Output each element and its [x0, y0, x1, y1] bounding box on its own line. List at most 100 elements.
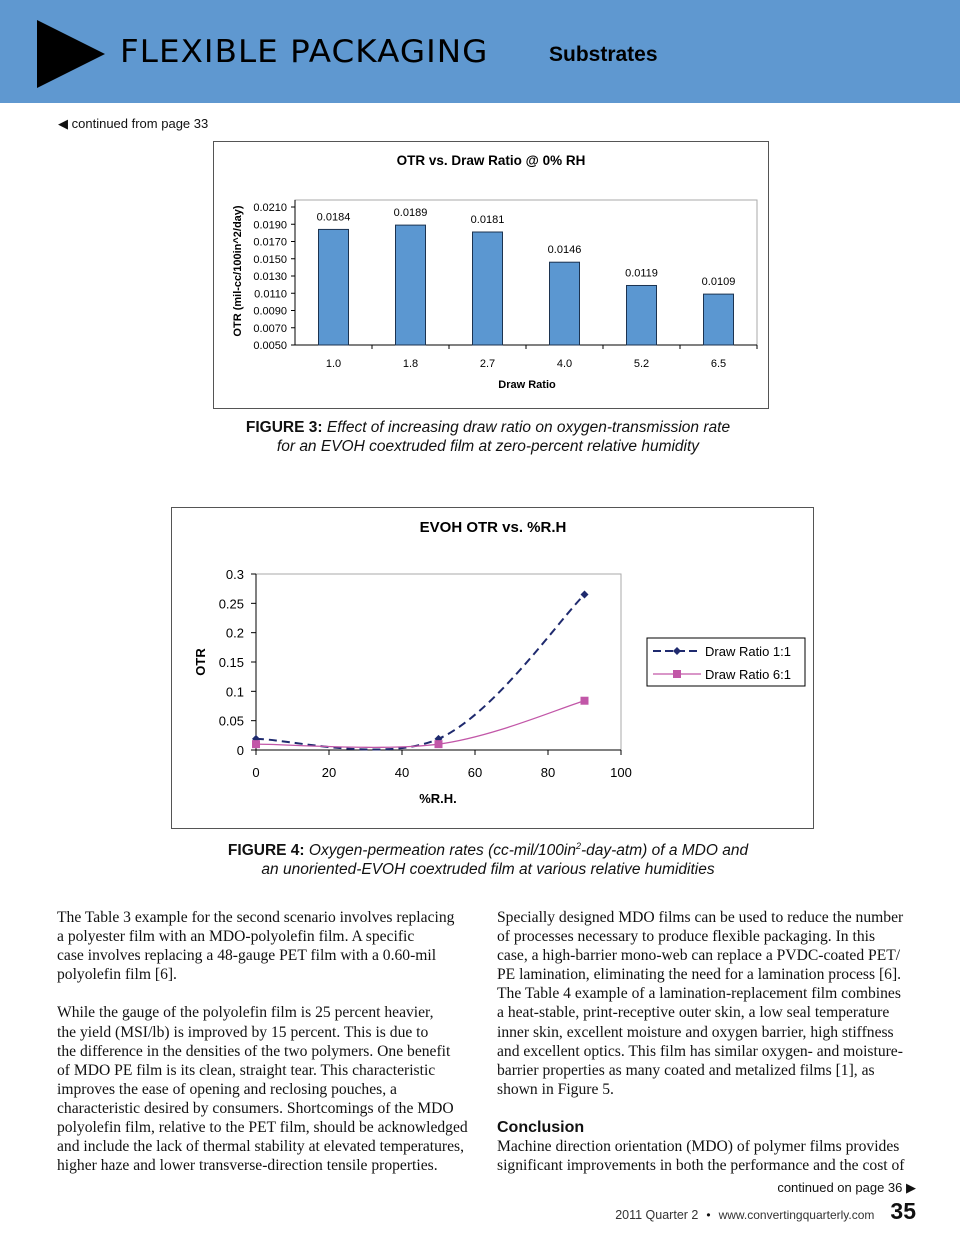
chart-title: EVOH OTR vs. %R.H	[420, 519, 567, 536]
bar	[626, 284, 657, 346]
left-p2-line: higher haze and lower transverse-directi…	[57, 1157, 438, 1175]
bar-data-label: 0.0189	[394, 207, 428, 219]
x-tick-label: 5.2	[634, 358, 649, 370]
series-line	[255, 593, 586, 751]
x-tick-label: 1.8	[403, 358, 418, 370]
bar-data-label: 0.0146	[548, 244, 582, 256]
y-tick-label: 0.0170	[253, 237, 287, 249]
y-tick-label: 0.05	[219, 714, 244, 729]
bar	[549, 261, 580, 346]
footer-bullet: •	[706, 1208, 711, 1222]
diamond-marker	[580, 590, 589, 599]
left-p2-line: and include the lack of thermal stabilit…	[57, 1138, 465, 1156]
x-tick-label: 100	[610, 765, 632, 780]
left-column: The Table 3 example for the second scena…	[57, 908, 487, 1175]
chart-title: OTR vs. Draw Ratio @ 0% RH	[397, 153, 586, 168]
figure4-line-chart: EVOH OTR vs. %R.H 0.3 0.25 0.2 0.15 0.1 0.05 00…	[193, 519, 806, 806]
right-p1-line: Specially designed MDO films can be used…	[497, 909, 904, 926]
left-p1-line: The Table 3 example for the second scena…	[57, 909, 455, 926]
series-line	[255, 700, 585, 748]
y-axis-label: OTR (mil-cc/100in^2/day)	[232, 205, 244, 336]
y-tick-label: 0.0130	[253, 271, 287, 283]
x-tick-label: 60	[468, 765, 482, 780]
right-p1-line: a heat-stable, print-receptive outer ski…	[497, 1004, 890, 1022]
left-p2-line: the yield (MSI/lb) is improved by 15 per…	[57, 1023, 429, 1041]
footer: 2011 Quarter 2 • www.convertingquarterly…	[615, 1198, 916, 1225]
bar-data-label: 0.0109	[702, 276, 736, 288]
left-p1-line: polyolefin film [6].	[57, 966, 177, 984]
right-p1-line: PE lamination, eliminating the need for …	[497, 966, 902, 984]
y-tick-label: 0.25	[219, 596, 244, 611]
left-p2-line: of MDO PE film is its clean, straight te…	[57, 1061, 436, 1079]
x-tick-label: 1.0	[326, 358, 341, 370]
x-tick-label: 0	[252, 765, 259, 780]
figure4-caption: FIGURE 4: Oxygen-permeation rates (cc-mi…	[138, 837, 838, 879]
left-p2-line: characteristic desired by consumers. Sho…	[57, 1099, 454, 1117]
right-p1-line: case, a high-barrier mono-web can replac…	[497, 947, 901, 965]
left-p2-line: improves the ease of opening and reclosi…	[57, 1080, 397, 1098]
left-arrow-icon: ◀	[58, 116, 68, 131]
bar	[318, 228, 349, 346]
square-marker	[252, 740, 260, 749]
x-tick-label: 80	[541, 765, 555, 780]
x-tick-label: 20	[322, 765, 336, 780]
right-p2-line: significant improvements in both the per…	[497, 1157, 905, 1175]
y-tick-label: 0	[237, 743, 244, 758]
footer-website: www.convertingquarterly.com	[718, 1208, 875, 1222]
right-p1-line: inner skin, excellent moisture and oxyge…	[497, 1023, 894, 1041]
header-band: FLEXIBLE PACKAGING Substrates	[0, 0, 960, 103]
bar-data-label: 0.0184	[317, 211, 351, 223]
bar	[703, 293, 734, 346]
right-p1-line: barrier properties as many coated and me…	[497, 1061, 875, 1079]
x-tick-label: 6.5	[711, 358, 726, 370]
play-triangle-icon	[37, 20, 105, 88]
right-p1-line: of processes necessary to produce flexib…	[497, 928, 876, 946]
footer-issue: 2011 Quarter 2	[615, 1208, 699, 1222]
y-tick-label: 0.0110	[254, 288, 287, 300]
right-arrow-icon: ▶	[906, 1180, 916, 1195]
right-p1-line: and excellent optics. This film has simi…	[497, 1042, 903, 1060]
y-tick-label: 0.0070	[253, 323, 287, 335]
figure4-caption-line1b: -day-atm) of a MDO and	[580, 842, 749, 860]
figure3-caption: FIGURE 3: Effect of increasing draw rati…	[138, 418, 838, 456]
square-marker	[434, 740, 443, 749]
continued-from: ◀ continued from page 33	[58, 116, 208, 132]
figure4-caption-line1a: Oxygen-permeation rates (cc-mil/100in	[308, 842, 576, 860]
continued-on-text: continued on page 36	[777, 1180, 903, 1195]
continued-on: continued on page 36 ▶	[777, 1180, 916, 1196]
diamond-marker	[673, 647, 681, 655]
right-p1-line: shown in Figure 5.	[497, 1080, 614, 1098]
right-p2-line: Machine direction orientation (MDO) of p…	[497, 1138, 900, 1156]
y-axis-label: OTR	[193, 648, 208, 676]
figure3-caption-line2: for an EVOH coextruded film at zero-perc…	[276, 438, 700, 455]
brand-title: FLEXIBLE PACKAGING	[120, 34, 489, 70]
bar-data-label: 0.0181	[471, 214, 505, 226]
y-tick-label: 0.2	[226, 626, 244, 641]
left-p1-line: a polyester film with an MDO-polyolefin …	[57, 928, 415, 946]
figure3-label: FIGURE 3:	[245, 419, 323, 436]
conclusion-heading: Conclusion	[497, 1119, 585, 1137]
legend-label: Draw Ratio 6:1	[705, 667, 791, 682]
legend-label: Draw Ratio 1:1	[705, 644, 791, 659]
figure4-caption-line2: an unoriented-EVOH coextruded film at va…	[261, 861, 715, 879]
figure4-chart-frame	[171, 507, 814, 829]
y-tick-label: 0.1	[226, 684, 244, 699]
figure4-caption-sup: 2	[575, 841, 581, 851]
x-tick-label: 40	[395, 765, 409, 780]
bar	[472, 231, 503, 346]
figure3-chart-frame	[213, 141, 769, 409]
y-tick-label: 0.3	[226, 567, 244, 582]
y-tick-label: 0.15	[219, 655, 244, 670]
left-p1-line: case involves replacing a 48-gauge PET f…	[57, 947, 437, 965]
plot-area	[294, 199, 758, 346]
section-title: Substrates	[549, 43, 658, 66]
x-axis-label: Draw Ratio	[498, 379, 556, 391]
x-axis-label: %R.H.	[419, 791, 457, 806]
x-tick-label: 2.7	[480, 358, 495, 370]
y-tick-label: 0.0190	[253, 219, 287, 231]
square-marker	[673, 670, 681, 678]
left-p2-line: polyolefin film, relative to the PET fil…	[57, 1119, 468, 1137]
bar	[395, 224, 426, 346]
y-tick-label: 0.0050	[253, 340, 287, 352]
figure4-label: FIGURE 4:	[227, 842, 305, 860]
